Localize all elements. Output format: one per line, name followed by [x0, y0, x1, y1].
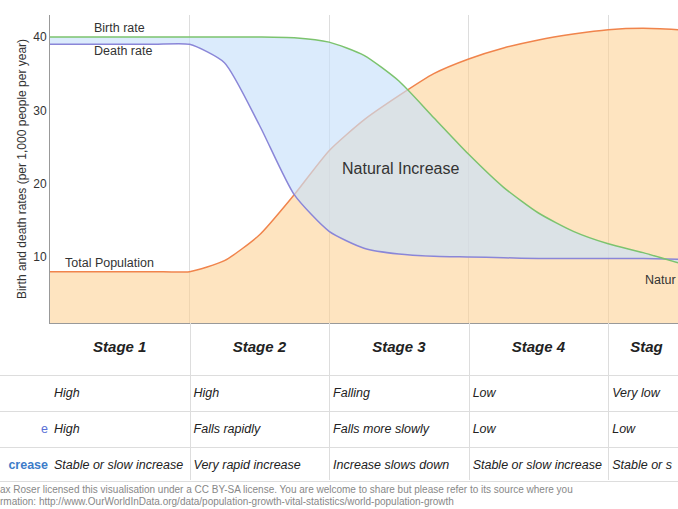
html-text:rmation: http://www.OurWorldIn: rmation: http://www.OurWorldInData.org/d…	[0, 496, 454, 507]
html-text:Stage 2: Stage 2	[232, 337, 286, 355]
html-text:Falls rapidly: Falls rapidly	[193, 422, 261, 436]
html-text:Stable or slow increase: Stable or slow increase	[54, 458, 184, 472]
html-text:Stage 1: Stage 1	[93, 337, 147, 355]
html-text:Falls more slowly: Falls more slowly	[333, 422, 429, 436]
html-text:Very rapid increase: Very rapid increase	[193, 458, 301, 472]
svg-text:Natural Increase: Natural Increase	[342, 160, 459, 177]
html-text:Increase slows down: Increase slows down	[333, 458, 450, 472]
html-text:High: High	[54, 422, 80, 436]
html-text:Stage 4: Stage 4	[511, 337, 566, 355]
html-text:e: e	[41, 422, 48, 436]
svg-text:Total Population: Total Population	[65, 256, 154, 270]
html-text:ax Roser licensed this visuali: ax Roser licensed this visualisation und…	[0, 484, 573, 495]
html-text:Stage 3: Stage 3	[372, 337, 426, 355]
svg-text:40: 40	[33, 30, 47, 44]
html-text:Stag: Stag	[630, 337, 663, 355]
svg-text:10: 10	[33, 250, 47, 264]
html-text:crease: crease	[8, 458, 48, 472]
html-text:Stable or s: Stable or s	[612, 458, 672, 472]
svg-text:Natur: Natur	[645, 273, 676, 287]
svg-text:Death rate: Death rate	[94, 44, 152, 58]
svg-text:Birth rate: Birth rate	[94, 21, 145, 35]
html-text:High: High	[193, 386, 220, 400]
html-text:Falling: Falling	[333, 386, 370, 400]
html-text:High: High	[54, 386, 80, 400]
html-text:Low: Low	[472, 386, 496, 400]
html-text:Stable or slow increase: Stable or slow increase	[472, 458, 602, 472]
html-text:Low: Low	[472, 422, 496, 436]
html-text:Low: Low	[612, 422, 636, 436]
svg-text:Birth and death rates (per 1,0: Birth and death rates (per 1,000 people …	[15, 39, 29, 299]
svg-text:20: 20	[33, 177, 47, 191]
html-text:Very low: Very low	[612, 386, 660, 400]
svg-text:30: 30	[33, 104, 47, 118]
